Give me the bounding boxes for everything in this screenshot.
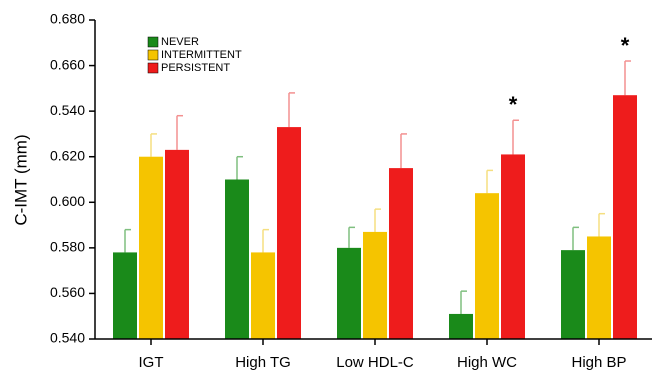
bar: [139, 156, 163, 339]
annotation: *: [509, 92, 518, 117]
x-tick-label: High WC: [457, 354, 517, 371]
y-tick-label: 0.580: [50, 239, 85, 255]
bar: [251, 252, 275, 339]
bar: [587, 236, 611, 339]
annotation: *: [621, 33, 630, 58]
legend-label: INTERMITTENT: [161, 49, 242, 61]
legend-label: NEVER: [161, 36, 199, 48]
y-tick-label: 0.680: [50, 11, 85, 27]
bar: [561, 250, 585, 339]
legend-swatch: [147, 49, 159, 61]
bar: [449, 313, 473, 339]
bar: [475, 193, 499, 339]
y-axis-label: C-IMT (mm): [11, 134, 30, 225]
legend-label: PERSISTENT: [161, 62, 230, 74]
bar: [363, 231, 387, 339]
y-tick-label: 0.540: [50, 102, 85, 118]
bar: [501, 154, 525, 339]
bar: [389, 168, 413, 339]
bar: [337, 247, 361, 339]
x-tick-label: High TG: [235, 354, 291, 371]
bar: [113, 252, 137, 339]
y-tick-label: 0.660: [50, 56, 85, 72]
bar: [613, 95, 637, 339]
y-tick-label: 0.620: [50, 147, 85, 163]
legend-swatch: [147, 62, 159, 74]
bar: [165, 149, 189, 339]
y-tick-label: 0.560: [50, 284, 85, 300]
bar: [277, 127, 301, 339]
y-tick-label: 0.540: [50, 330, 85, 346]
x-tick-label: Low HDL-C: [336, 354, 414, 371]
x-tick-label: IGT: [139, 354, 164, 371]
y-tick-label: 0.600: [50, 193, 85, 209]
legend-swatch: [147, 36, 159, 48]
x-tick-label: High BP: [571, 354, 626, 371]
bar: [225, 179, 249, 339]
